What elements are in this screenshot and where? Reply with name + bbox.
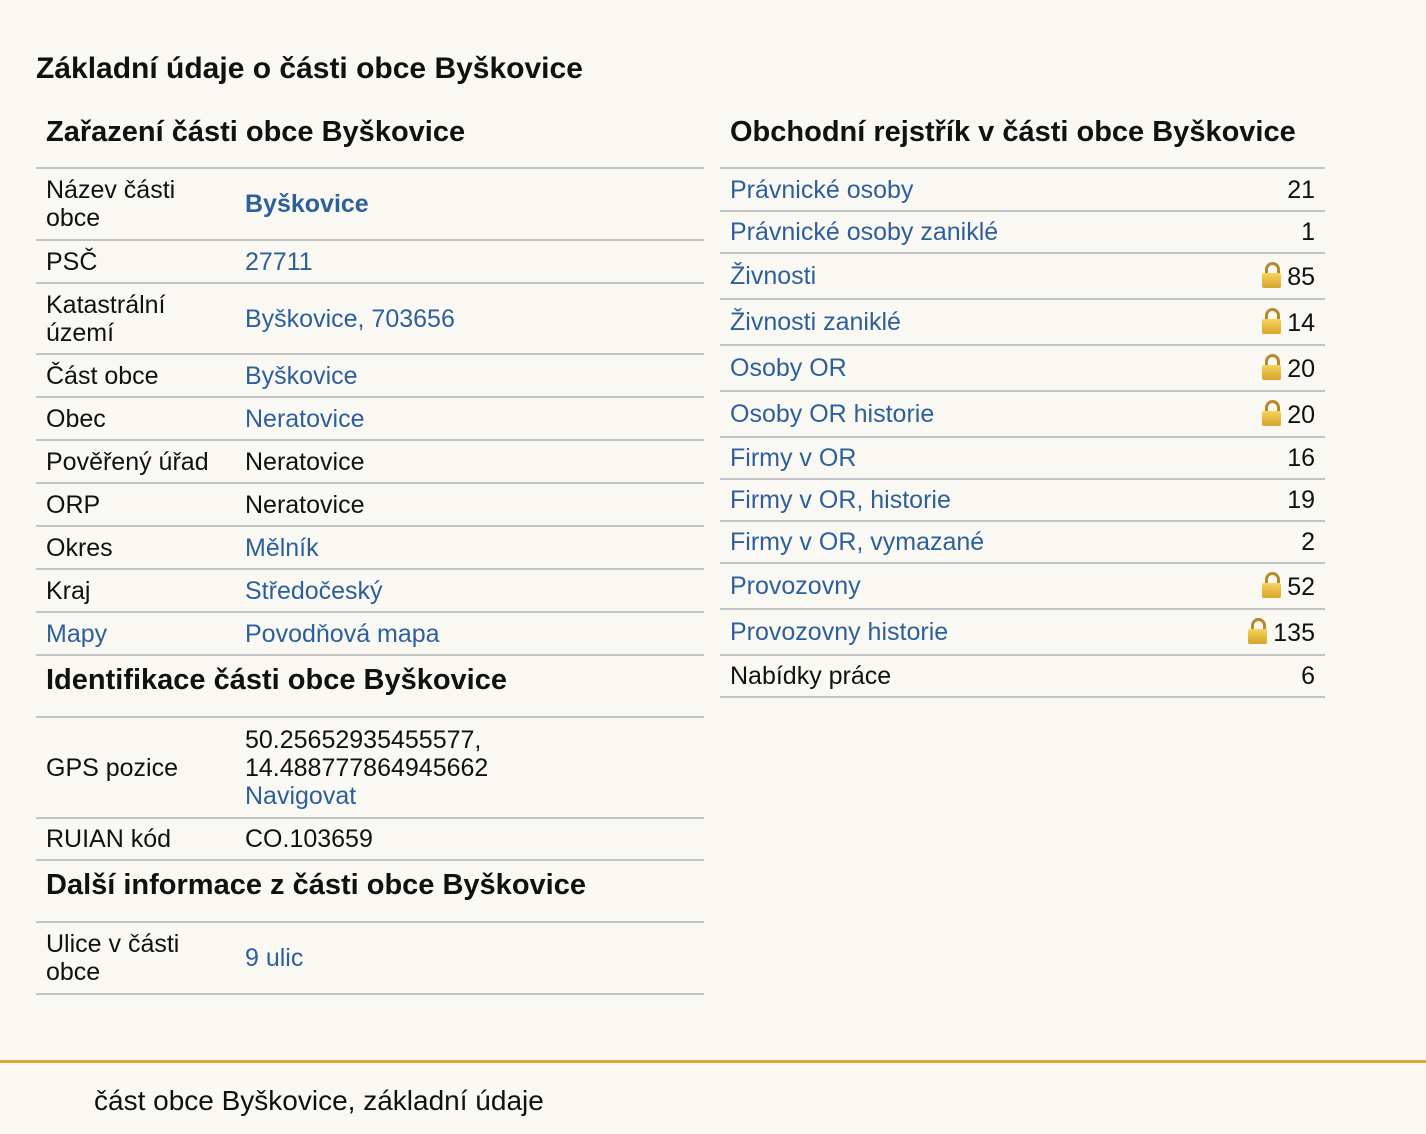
- obec-link[interactable]: Neratovice: [245, 404, 365, 433]
- osoby-or-link[interactable]: Osoby OR: [730, 354, 847, 382]
- identifikace-table: GPS pozice 50.25652935455577, 14.4887778…: [36, 718, 704, 861]
- count-value: 85: [1287, 262, 1315, 291]
- row-label: Kraj: [36, 569, 235, 613]
- ruian-value: CO.103659: [235, 818, 704, 861]
- gps-label: GPS pozice: [36, 718, 235, 819]
- zivnosti-link[interactable]: Živnosti: [730, 262, 817, 290]
- lock-icon: [1262, 353, 1282, 380]
- count-value: 1: [1185, 211, 1325, 254]
- table-row: Živnosti 85: [720, 253, 1325, 300]
- dalsi-heading: Další informace z části obce Byškovice: [36, 861, 704, 923]
- table-row: Část obce Byškovice: [36, 354, 704, 398]
- table-row: Kraj Středočeský: [36, 569, 704, 613]
- table-row: Obec Neratovice: [36, 397, 704, 441]
- gps-longitude: 14.488777864945662: [245, 753, 489, 782]
- dalsi-table: Ulice v části obce 9 ulic: [36, 923, 704, 995]
- row-label: Katastrální území: [36, 283, 235, 355]
- table-row: Osoby OR historie 20: [720, 391, 1325, 438]
- rejstrik-table: Právnické osoby 21 Právnické osoby zanik…: [720, 169, 1325, 698]
- count-value: 19: [1185, 479, 1325, 522]
- lock-icon: [1262, 307, 1282, 334]
- table-row: Firmy v OR 16: [720, 437, 1325, 480]
- lock-icon: [1248, 617, 1268, 644]
- table-row: Firmy v OR, vymazané 2: [720, 521, 1325, 564]
- nabidky-prace-label: Nabídky práce: [720, 655, 1186, 698]
- row-label: PSČ: [36, 240, 235, 284]
- osoby-or-historie-link[interactable]: Osoby OR historie: [730, 400, 935, 428]
- table-row: Nabídky práce 6: [720, 655, 1325, 698]
- kraj-link[interactable]: Středočeský: [245, 576, 383, 605]
- zivnosti-zanikle-link[interactable]: Živnosti zaniklé: [730, 308, 901, 336]
- lock-icon: [1262, 571, 1282, 598]
- ulice-label: Ulice v části obce: [36, 923, 235, 995]
- table-row: Katastrální území Byškovice, 703656: [36, 283, 704, 355]
- row-value: Neratovice: [235, 440, 704, 484]
- firmy-v-or-link[interactable]: Firmy v OR: [730, 444, 857, 472]
- count-value: 16: [1185, 437, 1325, 480]
- table-row: Mapy Povodňová mapa: [36, 612, 704, 656]
- lock-icon: [1262, 399, 1282, 426]
- firmy-v-or-vymazane-link[interactable]: Firmy v OR, vymazané: [730, 528, 985, 556]
- row-label: ORP: [36, 483, 235, 527]
- rejstrik-heading: Obchodní rejstřík v části obce Byškovice: [720, 108, 1325, 169]
- table-row: RUIAN kód CO.103659: [36, 818, 704, 861]
- table-row: Provozovny historie 135: [720, 609, 1325, 656]
- okres-link[interactable]: Mělník: [245, 533, 319, 562]
- table-row: Název části obce Byškovice: [36, 169, 704, 241]
- count-value: 14: [1287, 308, 1315, 337]
- mapy-link[interactable]: Mapy: [46, 619, 108, 648]
- table-row: Okres Mělník: [36, 526, 704, 570]
- footer-text: část obce Byškovice, základní údaje: [94, 1085, 544, 1116]
- table-row: Živnosti zaniklé 14: [720, 299, 1325, 346]
- page-title: Základní údaje o části obce Byškovice: [36, 52, 583, 85]
- lock-icon: [1262, 261, 1282, 288]
- zarazeni-table: Název části obce Byškovice PSČ 27711 Kat…: [36, 169, 704, 656]
- count-value: 21: [1185, 169, 1325, 212]
- provozovny-historie-link[interactable]: Provozovny historie: [730, 618, 949, 646]
- table-row: Provozovny 52: [720, 563, 1325, 610]
- table-row: Právnické osoby zaniklé 1: [720, 211, 1325, 254]
- table-row: Firmy v OR, historie 19: [720, 479, 1325, 522]
- ulice-link[interactable]: 9 ulic: [245, 944, 304, 972]
- table-row: Osoby OR 20: [720, 345, 1325, 392]
- row-label: Okres: [36, 526, 235, 570]
- row-label: Název části obce: [36, 169, 235, 241]
- gps-latitude: 50.25652935455577,: [245, 725, 482, 754]
- table-row: GPS pozice 50.25652935455577, 14.4887778…: [36, 718, 704, 819]
- table-row: ORP Neratovice: [36, 483, 704, 527]
- row-label: Obec: [36, 397, 235, 441]
- table-row: Pověřený úřad Neratovice: [36, 440, 704, 484]
- row-value: Neratovice: [235, 483, 704, 527]
- footer-divider: [0, 1060, 1426, 1063]
- count-value: 20: [1287, 400, 1315, 429]
- table-row: Právnické osoby 21: [720, 169, 1325, 212]
- psc-link[interactable]: 27711: [245, 247, 313, 276]
- navigate-link[interactable]: Navigovat: [245, 781, 357, 810]
- povodnova-mapa-link[interactable]: Povodňová mapa: [245, 619, 440, 648]
- provozovny-link[interactable]: Provozovny: [730, 572, 861, 600]
- table-row: PSČ 27711: [36, 240, 704, 284]
- firmy-v-or-historie-link[interactable]: Firmy v OR, historie: [730, 486, 951, 514]
- count-value: 52: [1287, 572, 1315, 601]
- count-value: 6: [1185, 655, 1325, 698]
- zarazeni-heading: Zařazení části obce Byškovice: [36, 108, 704, 169]
- count-value: 20: [1287, 354, 1315, 383]
- pravnicke-osoby-zanikle-link[interactable]: Právnické osoby zaniklé: [730, 218, 999, 246]
- table-row: Ulice v části obce 9 ulic: [36, 923, 704, 995]
- ruian-label: RUIAN kód: [36, 818, 235, 861]
- cast-obce-link[interactable]: Byškovice: [245, 361, 358, 390]
- left-column: Zařazení části obce Byškovice Název část…: [36, 108, 704, 995]
- row-label: Část obce: [36, 354, 235, 398]
- count-value: 135: [1273, 618, 1315, 647]
- count-value: 2: [1185, 521, 1325, 564]
- row-label: Pověřený úřad: [36, 440, 235, 484]
- katastralni-uzemi-link[interactable]: Byškovice, 703656: [245, 304, 455, 333]
- identifikace-heading: Identifikace části obce Byškovice: [36, 656, 704, 718]
- nazev-link[interactable]: Byškovice: [245, 190, 369, 218]
- right-column: Obchodní rejstřík v části obce Byškovice…: [720, 108, 1325, 698]
- pravnicke-osoby-link[interactable]: Právnické osoby: [730, 175, 914, 204]
